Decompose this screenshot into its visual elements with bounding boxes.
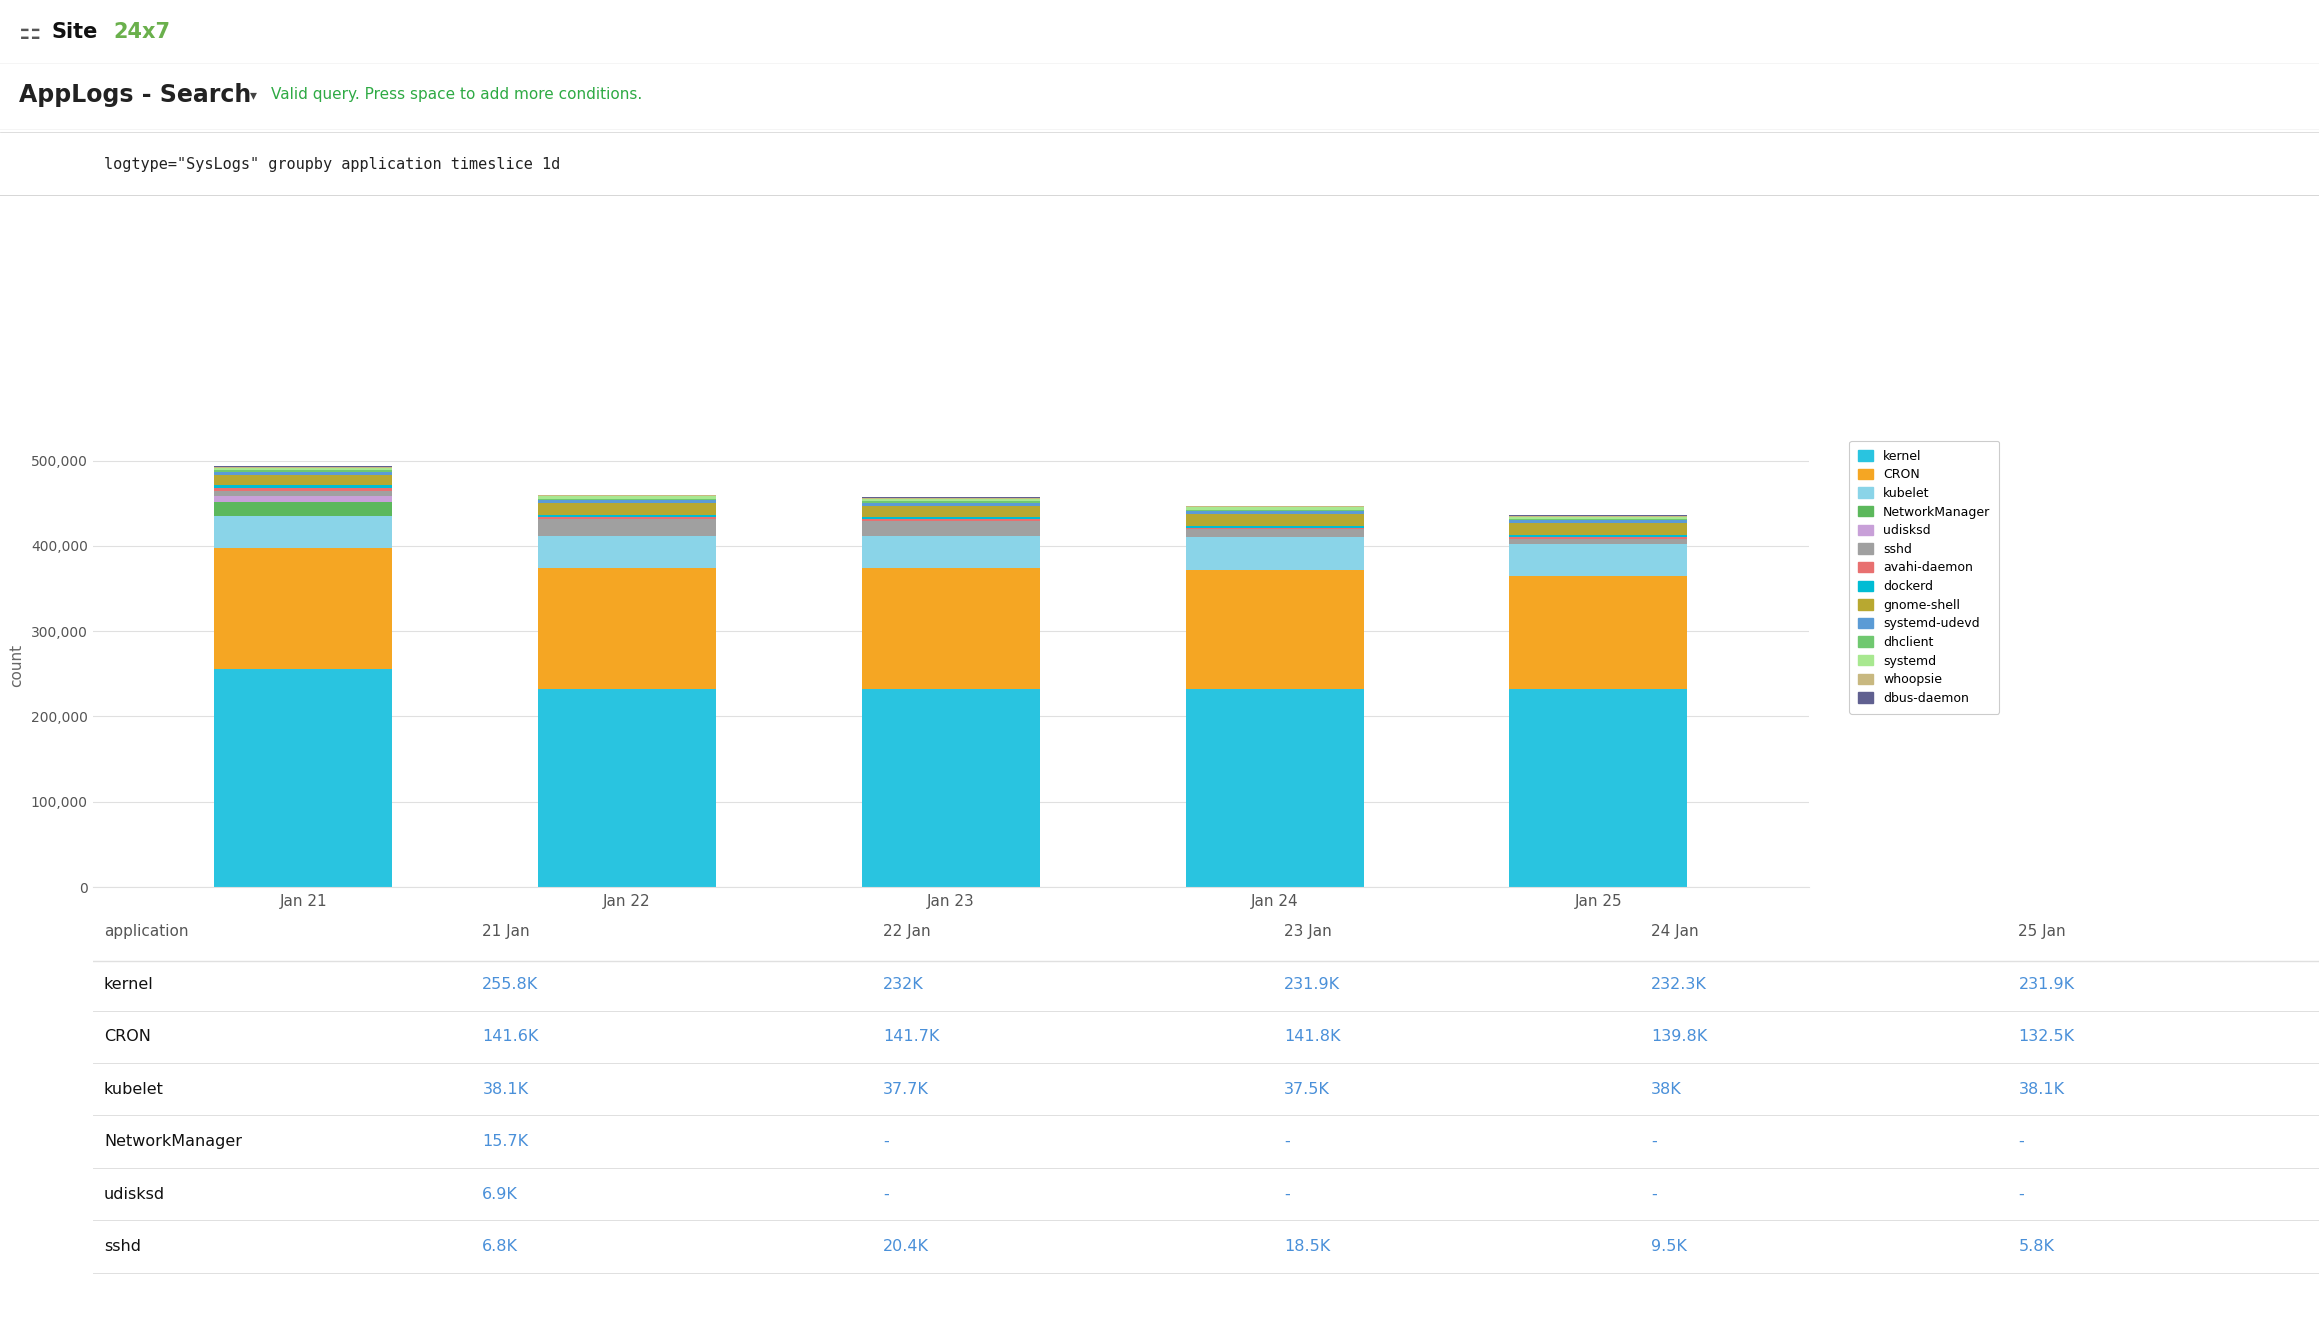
Bar (863, 536, 1039, 568)
Text: Valid query. Press space to add more conditions.: Valid query. Press space to add more con… (271, 87, 642, 102)
Bar (863, 499, 1039, 502)
Bar (213, 502, 392, 515)
Text: 25 Jan: 25 Jan (2018, 924, 2066, 940)
Bar (213, 486, 392, 487)
Text: ⚏: ⚏ (19, 20, 42, 44)
Text: 9.5K: 9.5K (1651, 1239, 1686, 1254)
Bar (213, 490, 392, 496)
Bar (1510, 690, 1688, 887)
Text: 38.1K: 38.1K (2018, 1082, 2064, 1096)
Text: -: - (1651, 1186, 1656, 1202)
Bar (1510, 576, 1688, 690)
Text: 22 Jan: 22 Jan (884, 924, 930, 940)
Bar (538, 500, 717, 503)
Text: kernel: kernel (104, 977, 153, 992)
Text: Site: Site (51, 21, 97, 42)
Legend: kernel, CRON, kubelet, NetworkManager, udisksd, sshd, avahi-daemon, dockerd, gno: kernel, CRON, kubelet, NetworkManager, u… (1848, 441, 1999, 714)
Text: 255.8K: 255.8K (482, 977, 538, 992)
Text: 6.8K: 6.8K (482, 1239, 519, 1254)
Bar (538, 536, 717, 568)
Y-axis label: count: count (9, 643, 23, 687)
Text: 38.1K: 38.1K (482, 1082, 529, 1096)
Text: 37.7K: 37.7K (884, 1082, 930, 1096)
Text: -: - (1285, 1135, 1289, 1149)
Text: 21 Jan: 21 Jan (482, 924, 531, 940)
Bar (213, 475, 392, 486)
Text: 231.9K: 231.9K (2018, 977, 2076, 992)
Text: ▾: ▾ (250, 87, 257, 102)
Text: 5.8K: 5.8K (2018, 1239, 2055, 1254)
Text: 38K: 38K (1651, 1082, 1681, 1096)
Bar (213, 496, 392, 502)
Text: 37.5K: 37.5K (1285, 1082, 1329, 1096)
Bar (538, 496, 717, 499)
Text: 18.5K: 18.5K (1285, 1239, 1331, 1254)
Bar (213, 467, 392, 470)
Bar (538, 568, 717, 690)
Text: 6.9K: 6.9K (482, 1186, 517, 1202)
Text: -: - (884, 1186, 888, 1202)
Text: 24 Jan: 24 Jan (1651, 924, 1700, 940)
Text: logtype="SysLogs" groupby application timeslice 1d: logtype="SysLogs" groupby application ti… (104, 156, 561, 172)
Bar (863, 506, 1039, 516)
Bar (863, 568, 1039, 690)
Text: 15.7K: 15.7K (482, 1135, 529, 1149)
Text: 23 Jan: 23 Jan (1285, 924, 1331, 940)
Text: 231.9K: 231.9K (1285, 977, 1340, 992)
Text: AppLogs - Search: AppLogs - Search (19, 83, 250, 107)
Bar (1510, 523, 1688, 535)
Bar (538, 518, 717, 519)
Text: 141.6K: 141.6K (482, 1029, 538, 1045)
Text: 232K: 232K (884, 977, 923, 992)
Bar (1185, 511, 1364, 514)
Text: -: - (1651, 1135, 1656, 1149)
Text: kubelet: kubelet (104, 1082, 165, 1096)
Text: application: application (104, 924, 188, 940)
Text: 141.7K: 141.7K (884, 1029, 939, 1045)
Text: sshd: sshd (104, 1239, 141, 1254)
Bar (1185, 514, 1364, 526)
Text: NetworkManager: NetworkManager (104, 1135, 241, 1149)
Bar (1510, 535, 1688, 538)
Bar (1185, 526, 1364, 528)
Text: -: - (2018, 1135, 2024, 1149)
Bar (1510, 520, 1688, 523)
Bar (863, 520, 1039, 536)
Text: udisksd: udisksd (104, 1186, 165, 1202)
Text: -: - (884, 1135, 888, 1149)
Text: -: - (2018, 1186, 2024, 1202)
Bar (538, 515, 717, 518)
Bar (1510, 538, 1688, 539)
Bar (538, 519, 717, 536)
Bar (213, 471, 392, 475)
Text: 232.3K: 232.3K (1651, 977, 1707, 992)
Bar (1185, 538, 1364, 569)
Bar (213, 548, 392, 669)
Text: 139.8K: 139.8K (1651, 1029, 1707, 1045)
Bar (1185, 507, 1364, 510)
Bar (1510, 544, 1688, 576)
Bar (1510, 539, 1688, 544)
Text: 141.8K: 141.8K (1285, 1029, 1340, 1045)
Bar (1185, 569, 1364, 688)
Text: 132.5K: 132.5K (2018, 1029, 2076, 1045)
Bar (213, 515, 392, 548)
Bar (213, 669, 392, 887)
Bar (1185, 530, 1364, 538)
Text: 24x7: 24x7 (114, 21, 172, 42)
Bar (213, 487, 392, 490)
Text: CRON: CRON (104, 1029, 151, 1045)
Bar (538, 690, 717, 887)
Bar (1185, 528, 1364, 530)
Text: 20.4K: 20.4K (884, 1239, 930, 1254)
Bar (1510, 516, 1688, 519)
Bar (863, 690, 1039, 887)
Text: -: - (1285, 1186, 1289, 1202)
Bar (538, 503, 717, 515)
Bar (863, 519, 1039, 520)
Bar (1185, 688, 1364, 887)
Bar (863, 516, 1039, 519)
Bar (863, 503, 1039, 506)
